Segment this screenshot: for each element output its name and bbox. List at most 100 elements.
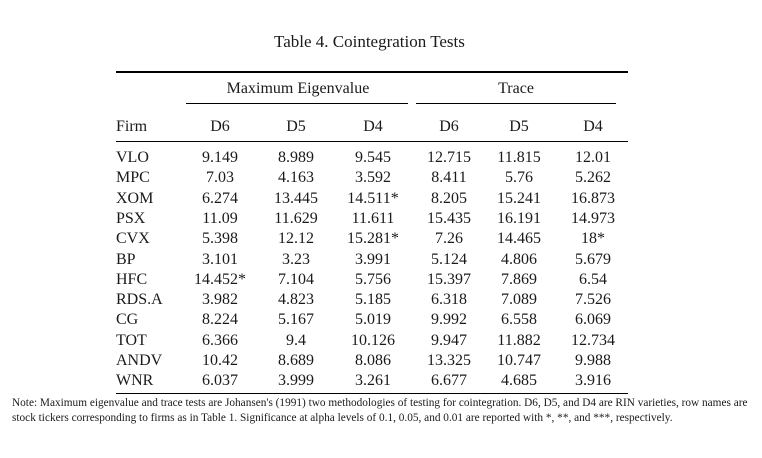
table-title-text: Table 4. Cointegration Tests — [274, 32, 465, 51]
table-cell: 6.558 — [501, 311, 537, 328]
group-rule-right — [416, 103, 616, 104]
table-cell: 4.806 — [501, 251, 537, 268]
top-rule — [116, 71, 628, 73]
table-cell: 8.086 — [355, 352, 391, 369]
table-cell: 3.23 — [282, 251, 310, 268]
table-cell: 8.689 — [278, 352, 314, 369]
table-cell: 13.445 — [274, 190, 318, 207]
column-header-firm: Firm — [116, 118, 148, 135]
table-cell: 8.224 — [202, 311, 238, 328]
table-cell: 16.191 — [497, 210, 541, 227]
table-cell: 6.037 — [202, 372, 238, 389]
table-cell: 3.991 — [355, 251, 391, 268]
table-cell: 5.679 — [575, 251, 611, 268]
column-header: D5 — [509, 118, 529, 135]
table-cell: 9.4 — [286, 332, 306, 349]
table-cell: 11.882 — [497, 332, 541, 349]
table-cell: 7.089 — [501, 291, 537, 308]
table-cell: 3.261 — [355, 372, 391, 389]
row-firm-label: ANDV — [116, 352, 163, 369]
table-cell: 13.325 — [427, 352, 471, 369]
table-cell: 9.545 — [355, 149, 391, 166]
table-cell: 7.869 — [501, 271, 537, 288]
table-cell: 9.988 — [575, 352, 611, 369]
row-firm-label: PSX — [116, 210, 146, 227]
table-cell: 6.274 — [202, 190, 238, 207]
table-cell: 5.262 — [575, 169, 611, 186]
table-cell: 6.54 — [579, 271, 607, 288]
column-header: D6 — [210, 118, 230, 135]
table-cell: 15.435 — [427, 210, 471, 227]
table-cell: 14.452* — [194, 271, 246, 288]
table-cell: 11.815 — [497, 149, 541, 166]
row-firm-label: TOT — [116, 332, 147, 349]
table-cell: 3.101 — [202, 251, 238, 268]
table-cell: 7.104 — [278, 271, 314, 288]
table-cell: 18* — [581, 230, 605, 247]
table-cell: 8.205 — [431, 190, 467, 207]
table-cell: 3.999 — [278, 372, 314, 389]
table-cell: 5.398 — [202, 230, 238, 247]
table-cell: 6.366 — [202, 332, 238, 349]
table-cell: 11.611 — [351, 210, 395, 227]
table-cell: 5.167 — [278, 311, 314, 328]
table-cell: 5.756 — [355, 271, 391, 288]
table-cell: 9.992 — [431, 311, 467, 328]
row-firm-label: HFC — [116, 271, 148, 288]
table-cell: 3.916 — [575, 372, 611, 389]
table-cell: 15.397 — [427, 271, 471, 288]
row-firm-label: XOM — [116, 190, 154, 207]
table-cell: 9.947 — [431, 332, 467, 349]
table-cell: 8.411 — [431, 169, 467, 186]
column-header: D6 — [439, 118, 459, 135]
table-note: Note: Maximum eigenvalue and trace tests… — [12, 397, 748, 424]
table-cell: 12.715 — [427, 149, 471, 166]
table-cell: 3.592 — [355, 169, 391, 186]
table-cell: 14.973 — [571, 210, 615, 227]
table-cell: 4.163 — [278, 169, 314, 186]
table-cell: 6.318 — [431, 291, 467, 308]
row-firm-label: WNR — [116, 372, 154, 389]
table-cell: 12.01 — [575, 149, 611, 166]
table-cell: 6.069 — [575, 311, 611, 328]
table-cell: 9.149 — [202, 149, 238, 166]
table-cell: 5.124 — [431, 251, 467, 268]
table-cell: 15.281* — [347, 230, 399, 247]
row-firm-label: CG — [116, 311, 139, 328]
table-cell: 10.126 — [351, 332, 395, 349]
table-cell: 14.511* — [347, 190, 399, 207]
table-cell: 11.09 — [202, 210, 238, 227]
column-header: D4 — [583, 118, 603, 135]
table-cell: 16.873 — [571, 190, 615, 207]
table-cell: 5.019 — [355, 311, 391, 328]
table-cell: 15.241 — [497, 190, 541, 207]
table-cell: 5.76 — [505, 169, 533, 186]
group-header-trace: Trace — [498, 80, 534, 97]
table-cell: 14.465 — [497, 230, 541, 247]
table-cell: 12.734 — [571, 332, 615, 349]
table-cell: 3.982 — [202, 291, 238, 308]
row-firm-label: CVX — [116, 230, 150, 247]
table-cell: 8.989 — [278, 149, 314, 166]
row-firm-label: RDS.A — [116, 291, 163, 308]
table-cell: 7.26 — [435, 230, 463, 247]
group-header-max-eigenvalue: Maximum Eigenvalue — [226, 80, 370, 97]
bottom-rule — [116, 393, 628, 394]
table-cell: 6.677 — [431, 372, 467, 389]
header-rule — [116, 141, 628, 142]
row-firm-label: BP — [116, 251, 136, 268]
table-cell: 11.629 — [274, 210, 318, 227]
row-firm-label: MPC — [116, 169, 150, 186]
column-header: D4 — [363, 118, 383, 135]
table-cell: 5.185 — [355, 291, 391, 308]
column-header: D5 — [286, 118, 306, 135]
table-cell: 4.823 — [278, 291, 314, 308]
table-cell: 7.526 — [575, 291, 611, 308]
table-cell: 12.12 — [278, 230, 314, 247]
group-rule-left — [186, 103, 408, 104]
table-cell: 10.42 — [202, 352, 238, 369]
table-cell: 7.03 — [206, 169, 234, 186]
table-cell: 4.685 — [501, 372, 537, 389]
row-firm-label: VLO — [116, 149, 149, 166]
table-cell: 10.747 — [497, 352, 541, 369]
